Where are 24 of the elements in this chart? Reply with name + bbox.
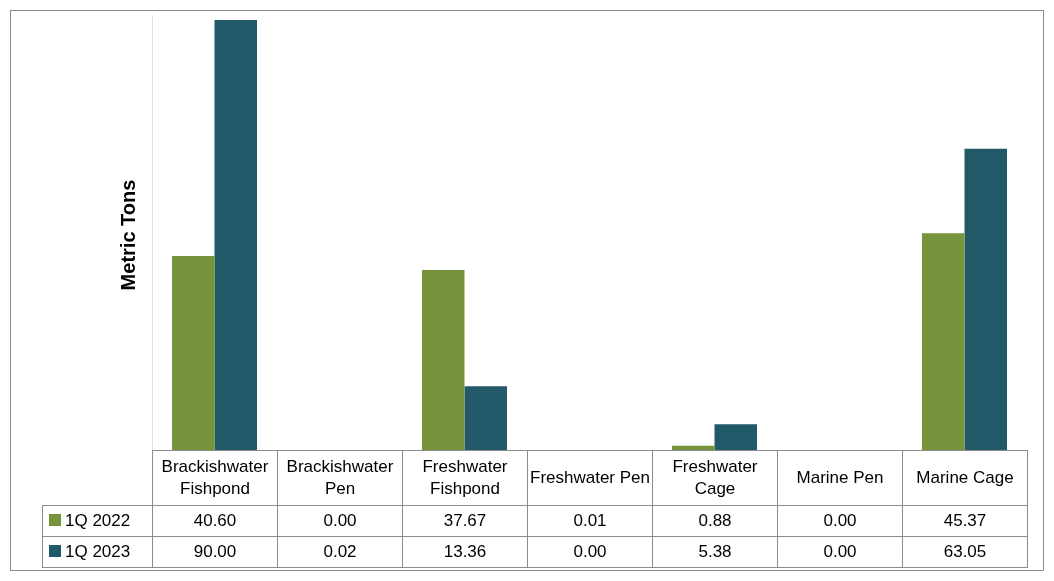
data-label: 0.00 [527,536,653,568]
data-label: 45.37 [902,505,1028,537]
data-label: 0.00 [777,505,903,537]
x-tick-label: Freshwater Cage [652,450,778,506]
data-label: 37.67 [402,505,528,537]
data-label: 0.01 [527,505,653,537]
y-axis-title: Metric Tons [116,179,140,291]
legend-label: 1Q 2023 [65,542,131,561]
x-tick-label: Marine Pen [777,450,903,506]
data-label: 0.02 [277,536,403,568]
data-label: 5.38 [652,536,778,568]
legend-label: 1Q 2022 [65,511,131,530]
data-label: 0.00 [277,505,403,537]
x-tick-label: Freshwater Fishpond [402,450,528,506]
x-tick-label: Brackishwater Pen [277,450,403,506]
x-tick-label: Brackishwater Fishpond [152,450,278,506]
data-label: 0.00 [777,536,903,568]
data-label: 40.60 [152,505,278,537]
data-label: 13.36 [402,536,528,568]
x-tick-label: Freshwater Pen [527,450,653,506]
data-label: 63.05 [902,536,1028,568]
data-label: 0.88 [652,505,778,537]
x-tick-label: Marine Cage [902,450,1028,506]
data-label: 90.00 [152,536,278,568]
